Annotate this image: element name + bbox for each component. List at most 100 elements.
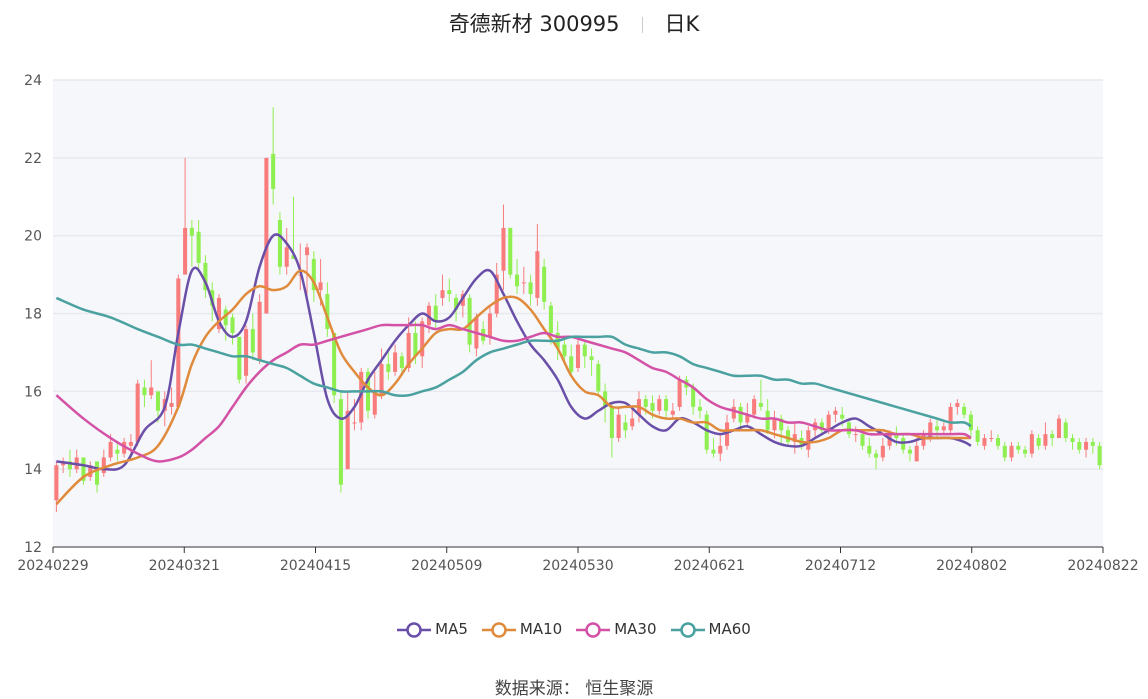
chart-title-row: 奇德新材 300995 日K bbox=[0, 8, 1148, 38]
ma10-line bbox=[55, 269, 971, 506]
candle-body bbox=[623, 422, 628, 431]
candle-body bbox=[311, 259, 316, 291]
candle-body bbox=[914, 445, 919, 462]
candle-body bbox=[630, 418, 635, 427]
y-tick-label: 16 bbox=[24, 384, 42, 400]
candle-body bbox=[196, 231, 201, 263]
candle bbox=[697, 399, 702, 419]
legend-marker-icon bbox=[670, 621, 705, 638]
candle bbox=[535, 223, 540, 306]
candle-body bbox=[142, 387, 147, 396]
candle bbox=[948, 403, 953, 435]
candle-body bbox=[535, 251, 540, 298]
candle-body bbox=[135, 383, 140, 442]
candle bbox=[941, 422, 946, 435]
candle-body bbox=[1043, 434, 1048, 446]
candle bbox=[372, 371, 377, 419]
candle-body bbox=[515, 274, 520, 287]
legend-marker-icon bbox=[397, 621, 432, 638]
candle-body bbox=[643, 399, 648, 407]
candle-body bbox=[487, 313, 492, 337]
candle bbox=[183, 157, 188, 275]
candle bbox=[1036, 434, 1041, 450]
title-separator bbox=[641, 17, 643, 33]
candle bbox=[1070, 434, 1075, 450]
candle bbox=[1084, 438, 1089, 458]
y-axis: 12 14 16 18 20 22 24 bbox=[24, 73, 42, 556]
candle-body bbox=[1084, 441, 1089, 450]
candle bbox=[216, 294, 221, 333]
candle bbox=[975, 426, 980, 446]
legend-item-ma10[interactable]: MA10 bbox=[481, 620, 563, 639]
period-label: 日K bbox=[664, 12, 700, 36]
candle bbox=[338, 391, 343, 493]
candle bbox=[135, 379, 140, 446]
candle-body bbox=[731, 406, 736, 419]
candle bbox=[711, 438, 716, 458]
candle bbox=[575, 336, 581, 372]
candle-body bbox=[582, 344, 587, 357]
legend-item-ma60[interactable]: MA60 bbox=[670, 620, 751, 639]
candle-body bbox=[935, 426, 940, 431]
candle-body bbox=[962, 406, 967, 415]
candle bbox=[1056, 414, 1061, 439]
legend: MA5 MA10 MA30 MA60 bbox=[0, 620, 1148, 639]
candle-body bbox=[603, 391, 608, 407]
candle-body bbox=[982, 438, 987, 446]
candle-body bbox=[1009, 445, 1014, 458]
source-value: 恒生聚源 bbox=[585, 679, 654, 699]
candle-body bbox=[718, 445, 723, 454]
candle bbox=[1043, 422, 1048, 450]
candle-body bbox=[155, 391, 161, 411]
candle-body bbox=[833, 410, 838, 415]
candle bbox=[433, 294, 438, 330]
candle bbox=[962, 403, 967, 419]
candle-body bbox=[386, 364, 391, 372]
candle-body bbox=[277, 220, 282, 267]
candle bbox=[81, 457, 86, 485]
candle-body bbox=[372, 391, 377, 415]
legend-item-ma30[interactable]: MA30 bbox=[576, 620, 657, 639]
candle bbox=[623, 414, 628, 439]
candle bbox=[1029, 430, 1034, 458]
y-tick-label: 14 bbox=[24, 462, 42, 478]
candle-body bbox=[840, 414, 845, 419]
candle-body bbox=[264, 157, 269, 314]
candle-body bbox=[420, 321, 425, 357]
legend-item-ma5[interactable]: MA5 bbox=[397, 620, 468, 639]
candle bbox=[528, 274, 533, 306]
legend-label: MA10 bbox=[519, 620, 563, 638]
candle bbox=[508, 227, 513, 279]
candle bbox=[203, 255, 208, 298]
ma30-line bbox=[55, 323, 972, 463]
candle-body bbox=[169, 403, 174, 407]
candle-body bbox=[528, 282, 533, 295]
candle bbox=[955, 399, 960, 415]
candle-body bbox=[542, 266, 547, 302]
candle bbox=[237, 336, 242, 384]
candle-body bbox=[1036, 438, 1041, 446]
y-tick-label: 22 bbox=[24, 151, 42, 167]
candle-body bbox=[860, 434, 865, 446]
candle bbox=[596, 360, 601, 396]
candle-body bbox=[779, 418, 784, 431]
candle bbox=[88, 461, 93, 481]
candle-body bbox=[725, 422, 730, 446]
candle bbox=[176, 274, 181, 407]
candle bbox=[901, 434, 906, 454]
x-axis: 20240229 20240321 20240415 20240509 20240530… bbox=[17, 547, 1139, 574]
candle bbox=[257, 294, 262, 365]
candle-body bbox=[230, 317, 235, 333]
candle-body bbox=[325, 294, 330, 330]
candle-body bbox=[244, 329, 249, 376]
candle-body bbox=[677, 379, 682, 407]
candle-body bbox=[108, 441, 113, 458]
candle bbox=[515, 259, 520, 295]
candle bbox=[765, 399, 770, 435]
candle-body bbox=[494, 274, 499, 314]
candle-body bbox=[894, 434, 899, 439]
x-tick-label: 20240509 bbox=[411, 558, 482, 574]
x-tick-label: 20240621 bbox=[674, 558, 745, 574]
candle-body bbox=[711, 449, 716, 454]
